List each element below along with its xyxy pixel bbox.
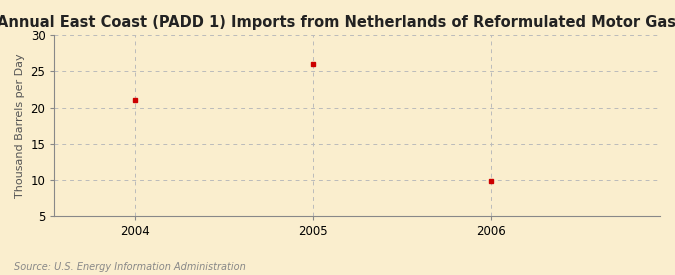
Text: Source: U.S. Energy Information Administration: Source: U.S. Energy Information Administ…: [14, 262, 245, 272]
Title: Annual East Coast (PADD 1) Imports from Netherlands of Reformulated Motor Gasoli: Annual East Coast (PADD 1) Imports from …: [0, 15, 675, 30]
Y-axis label: Thousand Barrels per Day: Thousand Barrels per Day: [15, 53, 25, 198]
